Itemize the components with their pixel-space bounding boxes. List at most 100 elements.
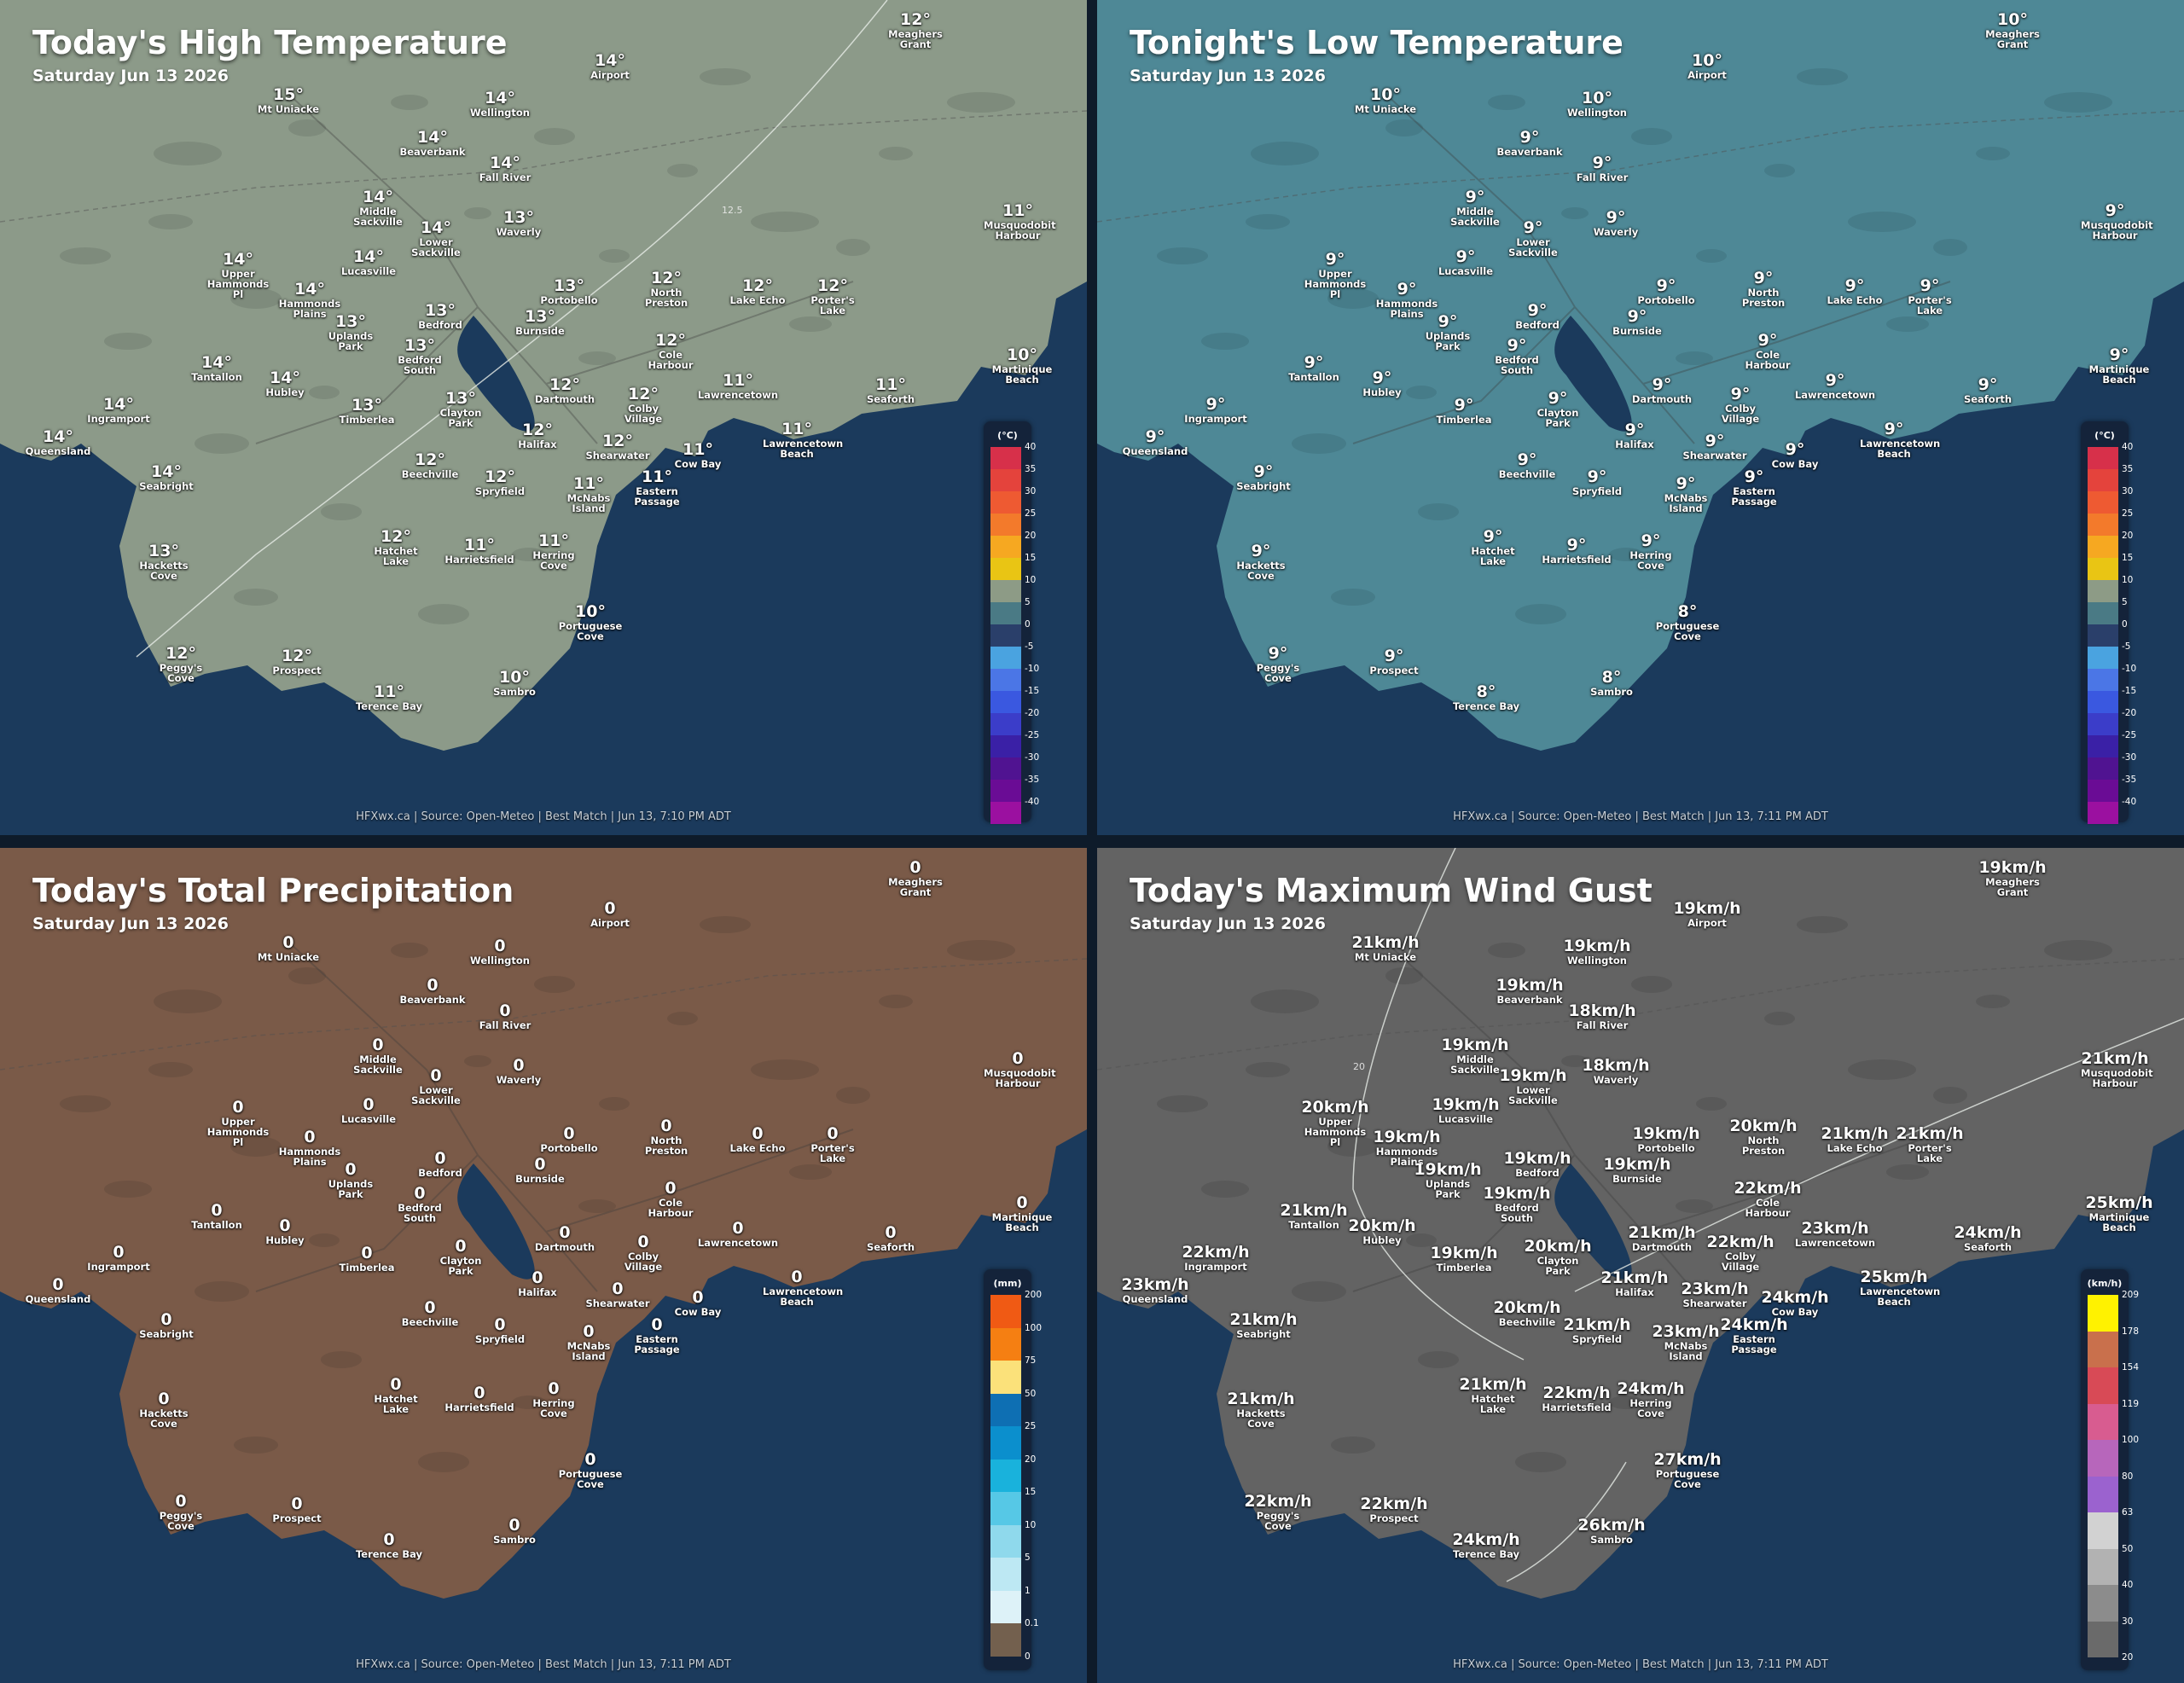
lake (836, 1087, 870, 1104)
station-name: Hatchet Lake (1471, 544, 1515, 567)
station-name: Tantallon (191, 370, 242, 383)
station-name: Hammonds Plains (278, 297, 341, 320)
station-label: 10° Sambro (493, 669, 536, 697)
lake (1848, 1059, 1916, 1080)
station-label: 0 Uplands Park (317, 1160, 385, 1199)
station-label: 0 Bedford South (386, 1185, 454, 1223)
station-value: 9° (2105, 201, 2125, 220)
station-name: Halifax (518, 438, 557, 450)
station-label: 18km/h Waverly (1582, 1057, 1649, 1085)
station-value: 0 (612, 1280, 624, 1298)
station-name: Airport (1687, 916, 1727, 929)
station-value: 14° (151, 462, 182, 481)
station-name: Meaghers Grant (1985, 875, 2040, 898)
station-label: 9° Halifax (1615, 421, 1653, 450)
station-label: 8° Sambro (1590, 669, 1633, 698)
legend-tick: 25 (2122, 508, 2134, 519)
lake (751, 212, 819, 232)
station-name: Colby Village (624, 1250, 663, 1273)
station-name: Sambro (493, 1533, 536, 1546)
legend-swatch (2088, 1585, 2118, 1622)
station-name: Uplands Park (328, 329, 374, 352)
county-boundary (0, 958, 1087, 1071)
station-value: 22km/h (1182, 1243, 1250, 1262)
station-value: 20km/h (1348, 1216, 1416, 1235)
station-value: 10° (1692, 51, 1722, 70)
station-name: Eastern Passage (634, 1332, 680, 1355)
station-label: 14° Upper Hammonds Pl (204, 251, 272, 299)
legend-tick: -20 (2122, 708, 2137, 718)
station-value: 9° (1757, 331, 1778, 350)
lake (230, 1136, 282, 1157)
station-value: 0 (534, 1155, 546, 1174)
station-value: 9° (1624, 421, 1645, 439)
station-label: 10° Meaghers Grant (1978, 11, 2047, 49)
station-label: 23km/h McNabs Island (1652, 1323, 1720, 1362)
station-value: 9° (1483, 527, 1503, 546)
station-label: 9° Ingramport (1184, 396, 1246, 424)
panel-title: Today's High Temperature (32, 24, 508, 61)
isoline-label: 12.5 (722, 205, 743, 216)
station-name: Bedford South (1495, 1201, 1539, 1224)
station-value: 9° (1438, 312, 1458, 331)
station-name: Hubley (265, 386, 305, 398)
station-label: 0 Portobello (540, 1125, 597, 1153)
legend-swatch (2088, 713, 2118, 735)
station-value: 9° (2109, 345, 2129, 364)
station-label: 11° Lawrencetown Beach (763, 420, 843, 459)
station-value: 0 (345, 1160, 357, 1179)
station-label: 14° Seabright (139, 462, 194, 492)
lake (1886, 1164, 1929, 1180)
legend-tick: 15 (1025, 1487, 1037, 1497)
station-name: Herring Cove (532, 1396, 575, 1419)
station-label: 20km/h Clayton Park (1524, 1238, 1592, 1276)
station-name: Shearwater (585, 449, 650, 461)
lake (751, 1059, 819, 1080)
station-name: Hubley (1362, 1233, 1402, 1246)
station-label: 0 Ingramport (87, 1244, 149, 1272)
station-name: Wellington (470, 106, 530, 119)
station-name: Cow Bay (1771, 457, 1819, 470)
station-name: Mt Uniacke (257, 102, 320, 115)
lake (1246, 214, 1290, 229)
station-value: 0 (211, 1201, 223, 1220)
map-base (0, 848, 1087, 1599)
roads (1352, 93, 1951, 444)
lake (1418, 1351, 1459, 1368)
station-value: 10° (1007, 345, 1037, 364)
station-value: 21km/h (1229, 1310, 1298, 1329)
station-value: 13° (554, 276, 584, 295)
panel-date: Saturday Jun 13 2026 (32, 914, 229, 933)
station-label: 0 Airport (590, 900, 630, 928)
station-value: 21km/h (1600, 1268, 1669, 1287)
land-mass (0, 0, 1087, 751)
station-value: 19km/h (1673, 899, 1741, 918)
station-label: 19km/h Middle Sackville (1441, 1036, 1509, 1075)
lake (148, 214, 193, 229)
station-label: 0 Prospect (272, 1495, 321, 1523)
station-name: Hacketts Cove (1236, 559, 1286, 582)
legend-tick: 40 (2122, 442, 2134, 452)
legend-swatch (2088, 1440, 2118, 1477)
station-name: Sambro (1590, 685, 1633, 698)
legend-tick: 25 (1025, 508, 1037, 519)
station-label: 0 Meaghers Grant (881, 859, 950, 897)
station-value: 0 (427, 976, 439, 995)
station-name: Portobello (1637, 293, 1695, 306)
isoline (136, 0, 888, 658)
legend-unit: (°C) (2094, 430, 2115, 441)
station-value: 0 (660, 1117, 672, 1135)
station-value: 11° (781, 420, 812, 438)
station-name: Seabright (139, 479, 194, 492)
station-label: 14° Fall River (479, 154, 531, 183)
legend-tick: 30 (2122, 1616, 2134, 1627)
station-label: 12° Spryfield (475, 468, 525, 496)
map-panel-gust: 20 Today's Maximum Wind Gust Saturday Jun … (1097, 848, 2184, 1683)
station-name: McNabs Island (1664, 1339, 1708, 1362)
station-value: 9° (1884, 420, 1904, 438)
lake (230, 288, 282, 309)
station-name: Lucasville (340, 1112, 397, 1125)
station-value: 21km/h (1628, 1223, 1696, 1242)
lake (512, 1396, 546, 1409)
station-label: 12° Meaghers Grant (881, 11, 950, 49)
